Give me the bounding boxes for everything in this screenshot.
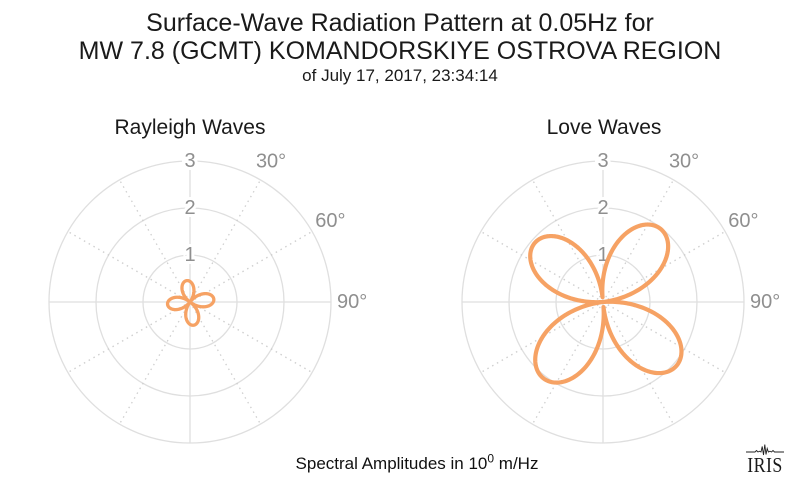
radial-tick-label: 2 bbox=[597, 197, 608, 219]
polar-grid-spoke bbox=[189, 301, 262, 425]
polar-grid-spoke bbox=[67, 301, 191, 374]
love-plot-title: Love Waves bbox=[546, 116, 662, 139]
polar-grid-spoke bbox=[602, 179, 675, 303]
rayleigh-radiation-pattern bbox=[165, 278, 216, 327]
amplitude-units-caption: Spectral Amplitudes in 100 m/Hz bbox=[296, 452, 539, 476]
polar-grid-spoke bbox=[118, 179, 191, 303]
rayleigh-polar-plot: 30° 60° 90° 1 2 3 bbox=[48, 147, 369, 444]
seismogram-icon bbox=[746, 444, 784, 456]
angle-tick-label: 30° bbox=[669, 151, 699, 173]
angle-tick-label: 60° bbox=[315, 210, 345, 232]
polar-grid-spoke bbox=[189, 179, 262, 303]
polar-grid-spoke bbox=[602, 301, 726, 374]
angle-tick-label: 60° bbox=[728, 210, 758, 232]
radial-tick-label: 3 bbox=[597, 150, 608, 172]
polar-grid-spoke bbox=[189, 301, 313, 374]
polar-grid-spoke bbox=[531, 301, 604, 425]
love-polar-plot: 30°60°90°123 bbox=[461, 147, 782, 444]
polar-grid-spoke bbox=[189, 230, 313, 303]
figure-date-line: of July 17, 2017, 23:34:14 bbox=[302, 66, 498, 85]
radial-tick-label: 1 bbox=[184, 244, 195, 266]
iris-logo-text: IRIS bbox=[747, 453, 783, 477]
figure-title-line1: Surface-Wave Radiation Pattern at 0.05Hz… bbox=[146, 9, 654, 37]
polar-grid-spoke bbox=[602, 301, 675, 425]
rayleigh-plot-title: Rayleigh Waves bbox=[114, 116, 266, 139]
polar-grid-spoke bbox=[118, 301, 191, 425]
polar-grid-spoke bbox=[67, 230, 191, 303]
caption-prefix: Spectral Amplitudes in 10 bbox=[295, 454, 488, 473]
angle-tick-label: 30° bbox=[256, 151, 286, 173]
polar-grid-spoke bbox=[480, 230, 604, 303]
radial-tick-label: 3 bbox=[184, 150, 195, 172]
caption-exponent: 0 bbox=[487, 451, 495, 466]
love-radiation-pattern bbox=[528, 222, 684, 385]
angle-tick-label: 90° bbox=[337, 291, 367, 313]
iris-logo: IRIS bbox=[742, 444, 788, 476]
polar-grid-spoke bbox=[531, 179, 604, 303]
figure-title-line2: MW 7.8 (GCMT) KOMANDORSKIYE OSTROVA REGI… bbox=[78, 37, 722, 65]
radial-tick-label: 2 bbox=[184, 197, 195, 219]
angle-tick-label: 90° bbox=[750, 291, 780, 313]
caption-suffix: m/Hz bbox=[494, 454, 539, 473]
